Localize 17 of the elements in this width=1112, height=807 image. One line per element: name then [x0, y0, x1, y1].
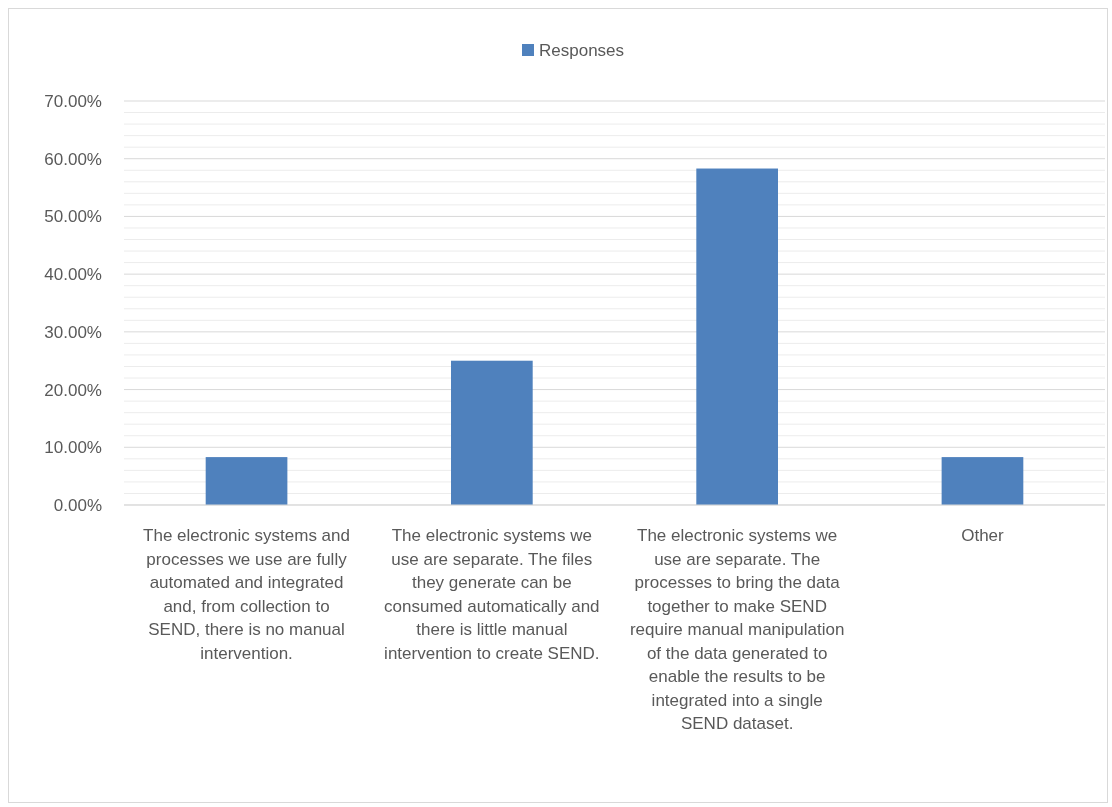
- bar: [451, 360, 533, 505]
- y-tick-label: 40.00%: [44, 265, 102, 285]
- x-tick-label: Other: [961, 526, 1005, 545]
- legend-label: Responses: [539, 40, 625, 60]
- x-tick-label: The electronic systems and processes we use are fully automated and integrated and, from collection to SEND, there is no manual intervention.: [143, 526, 350, 663]
- y-tick-label: 60.00%: [44, 149, 102, 169]
- y-tick-label: 10.00%: [44, 438, 102, 458]
- x-tick-label: The electronic systems we use are separate. The files they generate can be consumed automatically and there is little manual intervention to create SEND.: [384, 526, 600, 663]
- y-tick-label: 20.00%: [44, 380, 102, 400]
- bar: [205, 457, 288, 505]
- bar: [941, 457, 1024, 505]
- y-tick-label: 70.00%: [44, 91, 102, 111]
- y-tick-label: 50.00%: [44, 207, 102, 227]
- category-label: The electronic systems we use are separate. The processes to bring the data together to make SEND require manual manipulation of the data generated to enable the results to be integrated into a single SEND dataset.: [629, 526, 845, 733]
- y-tick-label: 0.00%: [53, 495, 102, 515]
- bar: [696, 168, 778, 505]
- y-tick-label: 30.00%: [44, 322, 102, 342]
